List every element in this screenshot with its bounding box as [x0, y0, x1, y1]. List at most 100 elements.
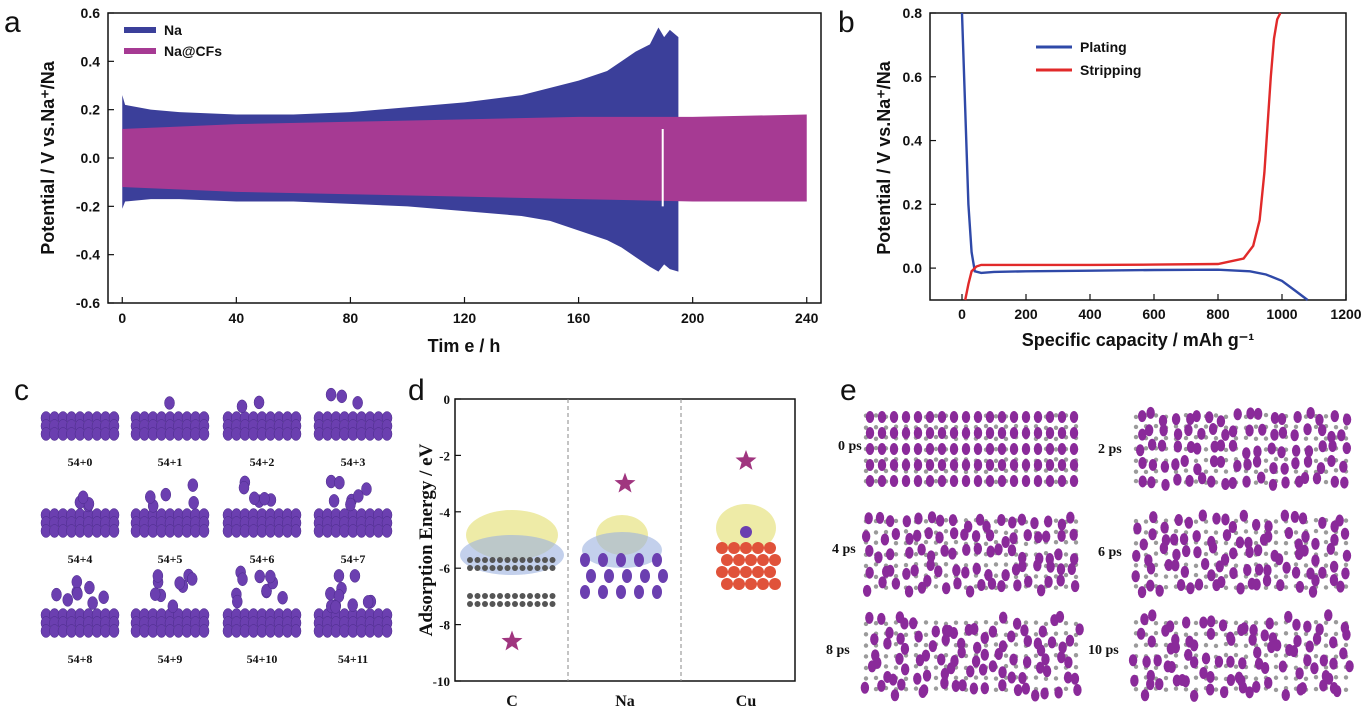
li-atom	[904, 585, 914, 598]
x-tick-label: 0	[958, 306, 966, 322]
li-atom	[901, 475, 911, 487]
li-atom	[1242, 475, 1251, 488]
substrate-atom	[933, 425, 939, 430]
cu-atom	[733, 554, 745, 566]
substrate-atom	[1263, 458, 1269, 463]
li-atom	[1194, 578, 1204, 591]
li-atom	[1147, 438, 1157, 451]
li-atom	[891, 577, 901, 590]
li-atom	[1009, 443, 1019, 455]
substrate-atom	[1193, 572, 1199, 578]
li-atom	[1171, 413, 1181, 426]
substrate-atom	[923, 665, 929, 671]
graphene-atom	[534, 557, 541, 563]
substrate-atom	[943, 562, 949, 567]
li-atom	[1253, 544, 1263, 557]
li-atom	[913, 427, 923, 439]
li-atom	[1274, 553, 1284, 566]
li-atom	[913, 459, 923, 471]
li-atom	[1167, 660, 1176, 673]
substrate-atom	[1053, 585, 1059, 590]
li-atom	[997, 443, 1007, 455]
li-atom	[1159, 542, 1169, 555]
y-tick-label: 0.6	[81, 5, 101, 21]
li-atom	[1311, 554, 1320, 567]
cluster-atom	[381, 524, 393, 538]
substrate-atom	[1313, 458, 1319, 464]
substrate-atom	[1323, 643, 1329, 648]
li-atom	[984, 568, 993, 581]
li-atom	[1263, 530, 1273, 543]
substrate-atom	[1033, 653, 1039, 659]
li-atom	[922, 669, 932, 682]
li-atom	[1054, 548, 1063, 561]
substrate-atom	[1273, 540, 1279, 546]
cluster-atom	[290, 524, 302, 538]
li-atom	[927, 511, 937, 524]
substrate-atom	[1033, 675, 1039, 680]
cluster-3: 54+3	[313, 387, 393, 469]
legend-label-na: Na	[164, 22, 182, 38]
cluster-adatom	[174, 576, 185, 590]
substrate-atom	[1323, 479, 1329, 485]
li-atom	[1193, 546, 1202, 559]
li-atom	[1184, 424, 1193, 437]
li-atom	[1149, 511, 1158, 524]
y-tick-label: -8	[439, 618, 450, 633]
substrate-atom	[873, 436, 879, 441]
li-atom	[1305, 640, 1314, 653]
li-atom	[1041, 530, 1051, 543]
substrate-atom	[1153, 572, 1159, 578]
li-atom	[1007, 544, 1017, 557]
cluster-adatom	[98, 590, 109, 605]
graphene-atom	[482, 565, 488, 571]
li-atom	[1033, 411, 1043, 423]
li-atom	[994, 648, 1003, 661]
substrate-atom	[1273, 529, 1279, 535]
li-atom	[1324, 672, 1334, 685]
li-atom	[997, 459, 1007, 471]
substrate-atom	[1333, 631, 1339, 637]
snapshot-label: 10 ps	[1088, 643, 1119, 658]
li-atom	[931, 625, 940, 638]
li-atom	[1300, 544, 1309, 557]
substrate-atom	[1333, 468, 1339, 473]
y-tick-label: 0.0	[903, 260, 923, 276]
li-atom	[1246, 407, 1255, 420]
substrate-atom	[1273, 687, 1279, 693]
substrate-atom	[1063, 572, 1069, 578]
li-atom	[1206, 683, 1215, 696]
cu-atom	[721, 554, 733, 566]
li-atom	[888, 673, 898, 686]
substrate-atom	[1053, 425, 1059, 431]
li-atom	[1330, 475, 1340, 488]
li-atom	[1155, 584, 1164, 597]
cluster-adatom	[236, 399, 248, 414]
substrate-atom	[1143, 469, 1149, 475]
li-atom	[948, 547, 957, 560]
substrate-atom	[873, 540, 879, 545]
cluster-adatom	[186, 572, 198, 586]
substrate-atom	[1283, 631, 1289, 636]
li-atom	[951, 679, 961, 692]
cluster-label: 54+6	[250, 552, 275, 566]
li-atom	[1173, 473, 1182, 486]
li-atom	[1294, 538, 1303, 551]
li-atom	[1018, 672, 1027, 685]
cluster-adatom	[253, 395, 265, 410]
li-atom	[988, 625, 998, 638]
substrate-atom	[1053, 413, 1059, 418]
na-atom	[598, 553, 608, 567]
li-atom	[949, 475, 959, 487]
substrate-atom	[993, 562, 999, 567]
li-atom	[1035, 661, 1045, 674]
li-atom	[889, 475, 899, 487]
x-tick-label: 400	[1078, 306, 1102, 322]
substrate-atom	[1273, 574, 1279, 579]
substrate-atom	[1203, 574, 1209, 579]
cluster-adatom	[334, 475, 345, 490]
li-atom	[1316, 462, 1326, 475]
substrate-atom	[1253, 480, 1259, 485]
substrate-atom	[1063, 584, 1069, 589]
li-atom	[910, 564, 919, 577]
